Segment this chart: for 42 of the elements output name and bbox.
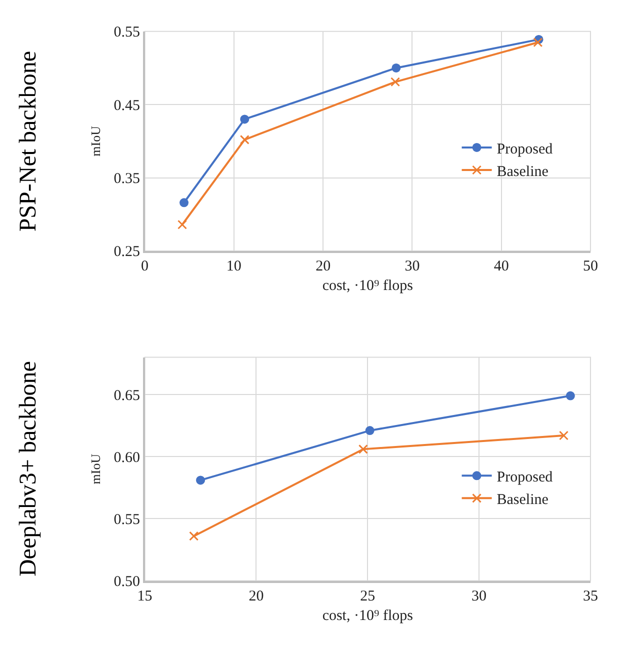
text: PSP-Net backbone	[15, 51, 42, 232]
point	[566, 391, 575, 400]
y-tick-label: 0.35	[114, 171, 140, 188]
point	[189, 531, 199, 541]
x-tick-label: 35	[582, 588, 598, 605]
x-axis-title: cost, ·10⁹ flops	[322, 608, 414, 624]
point	[392, 63, 401, 72]
point	[533, 38, 543, 48]
point	[365, 426, 374, 436]
y-tick-label: 0.65	[114, 388, 140, 404]
text: Deeplabv3+ backbone	[15, 361, 42, 577]
x-tick-label: 10	[226, 258, 242, 275]
legend-label: Baseline	[496, 164, 549, 180]
point	[177, 220, 187, 230]
x-tick-label: 20	[316, 258, 331, 275]
point	[196, 476, 206, 485]
x-tick-label: 30	[404, 258, 420, 275]
x-tick-label: 50	[582, 258, 598, 275]
legend-label: Proposed	[496, 141, 554, 158]
legend-label: Proposed	[496, 470, 554, 486]
y-axis-title: mIoU	[88, 125, 104, 156]
point	[240, 134, 250, 144]
y-axis-title: mIoU	[88, 453, 104, 484]
x-axis-title: cost, ·10⁹ flops	[322, 278, 414, 294]
x-tick-label: 0	[141, 258, 149, 275]
y-tick-label: 0.55	[114, 24, 140, 41]
y-tick-label: 0.60	[114, 450, 140, 466]
x-tick-label: 15	[137, 588, 152, 605]
y-tick-label: 0.55	[114, 512, 140, 528]
point	[558, 430, 568, 440]
legend-label: Baseline	[496, 492, 549, 508]
point	[240, 114, 250, 124]
y-tick-label: 0.45	[114, 98, 140, 114]
x-tick-label: 40	[494, 258, 509, 275]
point	[390, 77, 400, 87]
x-tick-label: 25	[360, 588, 376, 605]
x-tick-label: 30	[472, 588, 487, 605]
point	[180, 198, 189, 208]
y-tick-label: 0.50	[114, 574, 140, 590]
point	[358, 444, 368, 454]
y-tick-label: 0.25	[114, 244, 140, 260]
x-tick-label: 20	[248, 588, 264, 605]
